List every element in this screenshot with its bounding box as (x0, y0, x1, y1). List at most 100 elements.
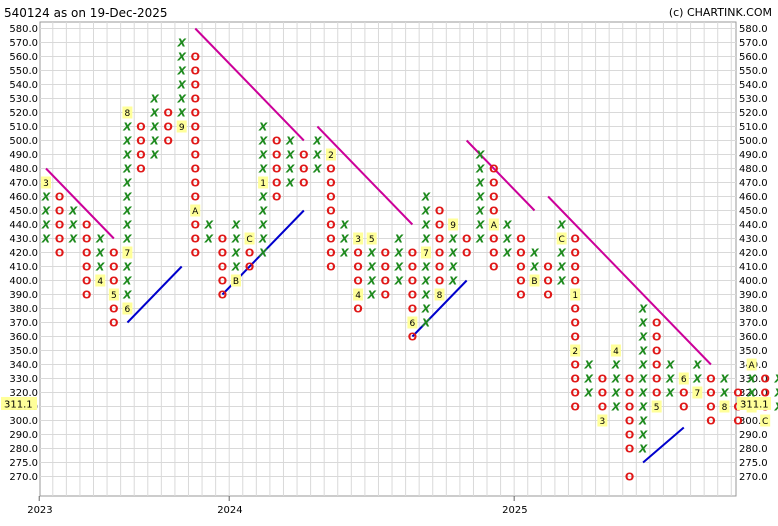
o-mark: O (516, 233, 525, 246)
x-mark: X (68, 233, 78, 246)
o-mark: O (408, 275, 417, 288)
o-mark: O (191, 219, 200, 232)
month-marker: 2 (572, 347, 578, 357)
y-tick-label-left: 320.0 (9, 388, 38, 399)
x-mark: X (366, 261, 376, 274)
y-tick-label-left: 510.0 (9, 122, 38, 133)
o-mark: O (625, 443, 634, 456)
y-tick-label-left: 370.0 (9, 318, 38, 329)
month-marker: 4 (355, 291, 361, 301)
o-mark: O (272, 191, 281, 204)
month-marker-box (746, 358, 757, 371)
month-marker-box (325, 148, 336, 161)
o-mark: O (218, 289, 227, 302)
x-mark: X (556, 247, 566, 260)
y-tick-label-right: 380.0 (739, 304, 768, 315)
o-mark: O (218, 247, 227, 260)
x-mark: X (448, 247, 458, 260)
month-marker: 8 (722, 403, 728, 413)
x-mark: X (366, 289, 376, 302)
source-credit: (c) CHARTINK.COM (669, 6, 772, 19)
month-marker: 6 (125, 305, 131, 315)
x-mark: X (149, 107, 159, 120)
o-mark: O (598, 401, 607, 414)
o-mark: O (761, 387, 770, 400)
o-mark: O (272, 149, 281, 162)
y-tick-label-right: 390.0 (739, 290, 768, 301)
x-mark: X (122, 135, 132, 148)
o-mark: O (191, 191, 200, 204)
o-mark: O (679, 401, 688, 414)
x-mark: X (421, 317, 431, 330)
x-mark: X (122, 289, 132, 302)
o-mark: O (571, 401, 580, 414)
month-marker-box (176, 120, 187, 133)
o-mark: O (109, 303, 118, 316)
x-axis: 2023 2024 2025 (27, 496, 528, 516)
x-mark: X (421, 205, 431, 218)
x-mark: X (746, 387, 756, 400)
x-mark: X (176, 93, 186, 106)
month-marker-box (570, 288, 581, 301)
x-mark: X (122, 275, 132, 288)
x-mark: X (638, 415, 648, 428)
o-mark: O (543, 261, 552, 274)
x-mark: X (421, 275, 431, 288)
month-marker: 7 (423, 249, 429, 259)
month-marker-box (719, 400, 730, 413)
y-tick-label-right: 360.0 (739, 332, 768, 343)
x-mark: X (638, 331, 648, 344)
o-mark: O (82, 289, 91, 302)
month-marker: 4 (613, 347, 619, 357)
x-mark: X (394, 261, 404, 274)
x-mark: X (611, 373, 621, 386)
y-tick-label-left: 440.0 (9, 220, 38, 231)
y-axis-right: 580.0 570.0 560.0 550.0 540.0 530.0 520.0 510.0… (739, 24, 768, 483)
x-mark: X (258, 121, 268, 134)
month-marker-box (692, 386, 703, 399)
o-mark: O (571, 303, 580, 316)
x-mark: X (285, 135, 295, 148)
month-marker-box (353, 288, 364, 301)
x-mark: X (638, 401, 648, 414)
o-mark: O (761, 373, 770, 386)
o-mark: O (571, 331, 580, 344)
y-tick-label-left: 480.0 (9, 164, 38, 175)
x-mark: X (529, 261, 539, 274)
month-marker-box (190, 204, 201, 217)
month-marker-box (529, 274, 540, 287)
month-marker: B (531, 277, 537, 287)
y-tick-label-left: 570.0 (9, 38, 38, 49)
x-mark: X (638, 359, 648, 372)
x-mark: X (122, 219, 132, 232)
y-tick-label-left: 400.0 (9, 276, 38, 287)
x-mark: X (176, 51, 186, 64)
x-mark: X (231, 247, 241, 260)
o-mark: O (543, 289, 552, 302)
o-mark: O (299, 149, 308, 162)
o-mark: O (625, 471, 634, 484)
resistance-trendline (316, 125, 414, 226)
x-mark: X (665, 373, 675, 386)
x-mark: X (312, 163, 322, 176)
x-mark: X (529, 247, 539, 260)
y-tick-label-left: 450.0 (9, 206, 38, 217)
month-marker: 3 (43, 179, 49, 189)
y-tick-label-right: 450.0 (739, 206, 768, 217)
last-price-box-right (737, 396, 771, 410)
o-mark: O (353, 247, 362, 260)
x-mark: X (149, 121, 159, 134)
month-marker-box (597, 414, 608, 427)
o-mark: O (598, 373, 607, 386)
o-mark: O (353, 261, 362, 274)
x-mark: X (774, 373, 778, 386)
o-mark: O (571, 317, 580, 330)
o-mark: O (571, 387, 580, 400)
support-trendline (642, 426, 685, 464)
o-mark: O (706, 387, 715, 400)
x-mark: X (774, 401, 778, 414)
x-mark: X (176, 65, 186, 78)
o-mark: O (191, 107, 200, 120)
o-mark: O (191, 93, 200, 106)
o-mark: O (571, 233, 580, 246)
